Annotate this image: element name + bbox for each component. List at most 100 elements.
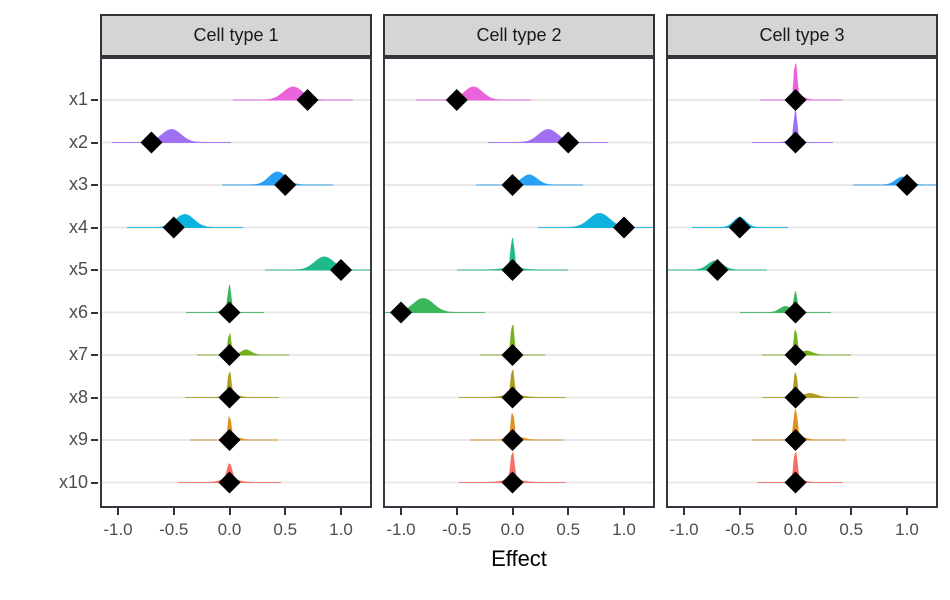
y-axis-tick [91,226,98,229]
y-axis-tick [91,481,98,484]
x-axis-tick-label: -1.0 [386,520,416,539]
point-estimate-x8 [784,386,807,409]
density-x4 [538,212,655,228]
panel-border [383,57,655,508]
facet-strip-label: Cell type 1 [193,25,279,45]
point-estimate-x4 [162,216,185,239]
point-estimate-x1 [445,89,468,111]
x-axis-tick [738,508,741,515]
point-estimate-x3 [896,174,918,196]
x-axis-tick [794,508,797,515]
y-axis-label-x1: x1 [68,89,88,109]
x-axis-tick-label: 1.0 [895,520,919,539]
x-axis-tick [284,508,287,515]
density-x5 [457,237,568,271]
x-axis-tick-label: -1.0 [669,520,699,539]
point-estimate-x7 [501,344,524,366]
point-estimate-x2 [784,131,807,154]
density-x2 [488,128,608,143]
x-axis-tick [340,508,342,515]
x-axis-title: Effect [491,546,547,571]
point-estimate-x10 [218,471,241,494]
x-axis-tick-label: -0.5 [159,520,189,539]
y-axis-label-x2: x2 [68,131,88,152]
y-axis-label-x7: x7 [68,344,88,364]
point-estimate-x7 [784,344,807,366]
facet-strip-3: Cell type 3 [666,14,938,57]
x-axis-tick-label: -1.0 [103,520,133,539]
x-axis-tick [906,508,908,515]
y-axis-tick [91,311,98,314]
x-axis-tick-label: 1.0 [329,520,353,539]
density-x1 [233,86,353,101]
x-axis-tick-label: 0.0 [217,520,242,539]
point-estimate-x1 [296,89,319,111]
density-x3 [222,171,333,186]
facet-strip-1: Cell type 1 [100,14,372,57]
x-axis-tick-label: 0.5 [556,520,581,539]
y-axis-label-x8: x8 [68,386,88,407]
point-estimate-x4 [728,216,751,239]
x-axis-tick [172,508,175,515]
point-estimate-x2 [140,131,163,154]
y-axis-label-x6: x6 [68,301,88,322]
point-estimate-x3 [274,174,297,196]
point-estimate-x5 [330,259,352,281]
panel-border [100,57,372,508]
point-estimate-x2 [557,131,580,154]
point-estimate-x6 [784,301,807,324]
density-x10 [459,450,566,483]
x-axis-tick-label: -0.5 [725,520,755,539]
point-estimate-x9 [784,429,807,451]
point-estimate-x8 [218,386,241,409]
point-estimate-x9 [501,429,524,451]
x-axis-tick-label: 1.0 [612,520,636,539]
facet-panel-1 [100,57,372,508]
facet-panel-3 [666,57,938,508]
point-estimate-x3 [501,174,524,196]
x-axis-tick-label: -0.5 [442,520,472,539]
density-x7 [480,324,545,356]
point-estimate-x6 [218,301,241,324]
x-axis-tick [400,508,402,515]
y-axis-tick [91,99,98,101]
x-axis-tick [683,508,685,515]
point-estimate-x10 [501,471,524,494]
y-axis-label-x4: x4 [68,216,88,237]
y-axis-tick [91,396,98,399]
density-x7 [197,332,289,356]
x-axis-tick [228,508,231,515]
point-estimate-x8 [501,386,524,409]
facet-panel-2 [383,57,655,508]
x-axis-tick-label: 0.0 [500,520,525,539]
point-estimate-x9 [218,429,241,451]
density-x3 [476,174,583,186]
facet-strip-label: Cell type 3 [759,25,845,45]
density-x5 [265,256,372,271]
point-estimate-x6 [390,301,412,324]
point-estimate-x1 [784,89,807,111]
x-axis-tick [117,508,119,515]
y-axis-tick [91,354,98,356]
density-x8 [459,369,566,398]
y-axis-tick [91,184,98,186]
density-x4 [127,214,243,228]
point-estimate-x10 [784,471,807,494]
density-x1 [416,86,531,101]
density-x8 [762,372,858,398]
x-axis-tick-label: 0.0 [783,520,808,539]
point-estimate-x7 [218,344,241,366]
facet-strip-2: Cell type 2 [383,14,655,57]
density-x7 [762,329,851,356]
point-estimate-x5 [501,259,524,281]
density-x6 [740,291,831,313]
y-axis-label-x3: x3 [68,174,88,194]
y-axis-label-x5: x5 [68,259,88,279]
panel-border [666,57,938,508]
point-estimate-x4 [613,216,635,239]
x-axis-tick [511,508,514,515]
y-axis-label-x10: x10 [58,471,88,492]
x-axis-tick [567,508,570,515]
x-axis-tick [623,508,625,515]
x-axis-tick [850,508,853,515]
